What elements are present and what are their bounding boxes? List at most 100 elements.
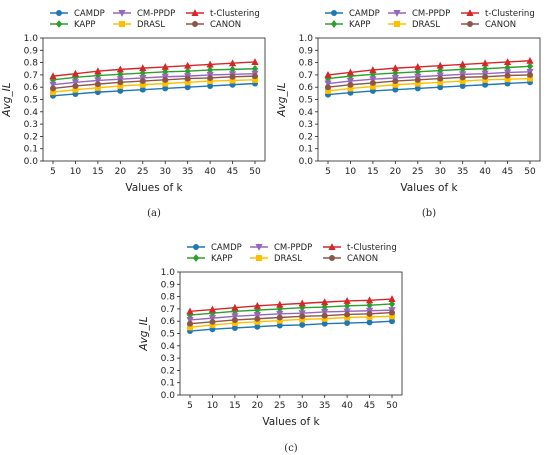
data-point — [437, 79, 444, 86]
data-point — [231, 316, 238, 323]
y-tick-label: 0.5 — [161, 330, 175, 340]
data-point — [369, 79, 376, 86]
series-line — [189, 311, 393, 325]
legend-label: CM-PPDP — [412, 9, 450, 19]
x-tick-label: 20 — [115, 167, 127, 177]
y-tick-label: 1.0 — [24, 34, 39, 44]
y-tick-label: 0.4 — [161, 342, 176, 352]
data-point — [72, 86, 79, 93]
data-point — [527, 71, 533, 78]
legend-item: DRASL — [250, 254, 302, 264]
data-point — [503, 58, 512, 65]
data-point — [481, 59, 489, 67]
series-camdp — [187, 318, 395, 335]
data-point — [321, 312, 328, 319]
data-point — [482, 76, 489, 83]
legend-marker — [192, 21, 198, 27]
y-tick-label: 0.0 — [161, 391, 176, 401]
legend-item: CANON — [323, 254, 378, 264]
data-point — [369, 83, 376, 90]
y-tick-label: 0.6 — [24, 83, 39, 93]
plot-frame — [42, 37, 266, 162]
data-point — [117, 87, 124, 94]
data-point — [50, 85, 56, 92]
data-point — [347, 81, 354, 88]
data-point — [206, 60, 214, 68]
legend-marker — [256, 255, 262, 261]
y-tick-label: 0.9 — [24, 46, 39, 56]
x-tick-label: 25 — [412, 167, 423, 177]
data-point — [437, 84, 444, 91]
series-line — [327, 77, 531, 92]
data-point — [276, 322, 283, 329]
x-tick-label: 45 — [502, 167, 513, 177]
legend-marker — [192, 254, 200, 262]
legend-marker — [467, 21, 473, 27]
series-line — [52, 72, 256, 86]
data-point — [321, 308, 329, 316]
x-tick-label: 35 — [319, 401, 330, 411]
y-axis-label: Avg_IL — [138, 316, 150, 351]
data-point — [388, 295, 396, 303]
y-tick-label: 0.7 — [24, 71, 38, 81]
x-tick-label: 20 — [252, 401, 264, 411]
legend-item: CM-PPDP — [250, 243, 312, 253]
legend-marker — [118, 10, 126, 17]
data-point — [49, 81, 57, 89]
y-tick-label: 0.8 — [299, 59, 314, 69]
legend-item: DRASL — [388, 20, 440, 30]
y-tick-label: 0.3 — [24, 120, 38, 130]
legend-marker — [193, 244, 199, 250]
data-point — [276, 305, 283, 313]
data-point — [207, 74, 214, 81]
legend-label: CANON — [485, 20, 516, 30]
data-point — [321, 320, 328, 327]
y-tick-label: 1.0 — [161, 268, 176, 278]
x-tick-label: 35 — [182, 167, 193, 177]
data-point — [459, 60, 467, 68]
series-line — [327, 71, 531, 85]
data-point — [184, 67, 191, 76]
data-point — [344, 314, 351, 321]
data-point — [321, 298, 329, 306]
data-point — [369, 66, 377, 73]
legend-label: DRASL — [137, 20, 165, 30]
data-point — [504, 72, 511, 79]
panel-caption: (c) — [284, 443, 298, 454]
data-point — [94, 81, 101, 88]
y-axis-label: Avg_IL — [1, 82, 13, 117]
data-point — [231, 320, 238, 327]
data-point — [482, 81, 489, 88]
data-point — [276, 314, 283, 321]
legend-label: KAPP — [211, 254, 233, 264]
series-line — [52, 75, 256, 90]
data-point — [231, 324, 238, 331]
x-tick-label: 30 — [159, 167, 171, 177]
data-point — [49, 72, 57, 80]
data-point — [254, 318, 261, 325]
data-point — [392, 81, 399, 88]
series-line — [52, 68, 256, 81]
series-drasl — [325, 75, 533, 94]
data-point — [276, 300, 284, 308]
y-tick-label: 0.2 — [24, 132, 38, 142]
data-point — [251, 58, 259, 65]
data-point — [324, 80, 332, 88]
data-point — [187, 320, 193, 327]
data-point — [139, 81, 146, 88]
data-point — [391, 64, 399, 72]
data-point — [184, 75, 191, 82]
x-tick-label: 40 — [341, 401, 353, 411]
legend-item: t-Clustering — [186, 9, 260, 19]
data-point — [254, 323, 261, 330]
legend-marker — [56, 10, 62, 16]
chart-panel-0: 0.0 0.1 0.2 0.3 0.4 0.5 0.6 0.7 0.8 0.9 1.0 5 10 15 20… — [1, 9, 266, 219]
data-point — [321, 315, 328, 322]
legend-marker — [394, 21, 400, 27]
legend-marker — [191, 9, 199, 16]
data-point — [276, 310, 284, 318]
data-point — [162, 76, 169, 83]
x-tick-label: 15 — [229, 401, 240, 411]
y-tick-label: 0.9 — [161, 280, 176, 290]
data-point — [208, 315, 217, 323]
